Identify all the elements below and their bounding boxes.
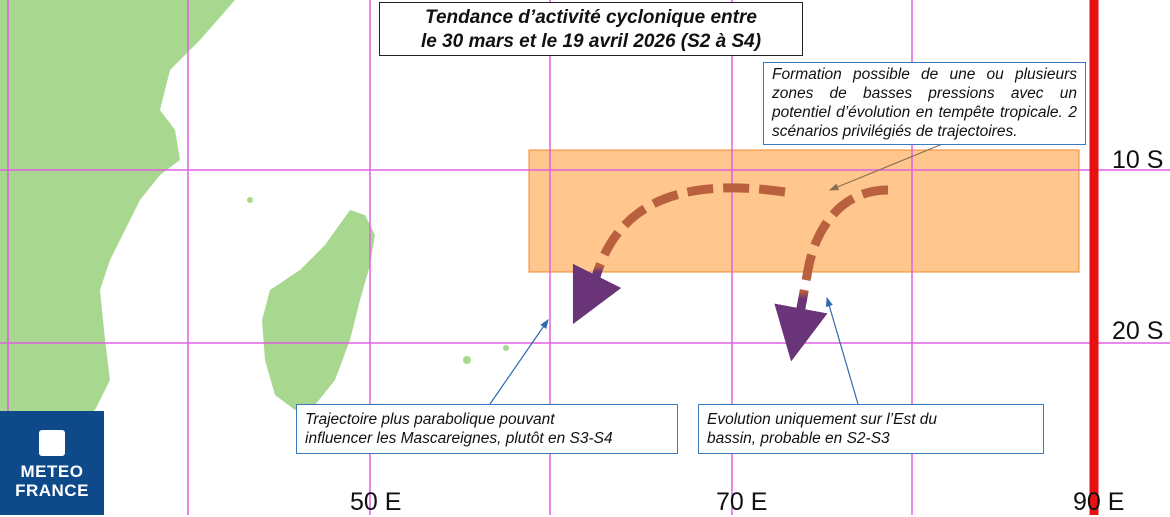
reunion	[463, 356, 471, 364]
lat-label-20s: 20 S	[1112, 317, 1164, 345]
track-parabolic	[572, 183, 786, 325]
logo-text: FRANCE	[15, 481, 89, 500]
pointer-formation	[828, 142, 946, 191]
note-line: Evolution uniquement sur l’Est du	[707, 411, 938, 428]
comoros	[247, 197, 253, 203]
madagascar	[262, 210, 375, 410]
logo-text: METEO	[20, 462, 84, 481]
title-line-2: le 30 mars et le 19 avril 2026 (S2 à S4)	[420, 31, 762, 52]
title-line-1: Tendance d’activité cyclonique entre	[425, 7, 757, 28]
map-title: Tendance d’activité cyclonique entre le …	[379, 2, 803, 56]
note-east: Evolution uniquement sur l’Est du bassin…	[698, 404, 1044, 454]
lat-label-10s: 10 S	[1112, 146, 1164, 174]
meteo-france-logo: METEO FRANCE	[0, 411, 104, 515]
note-formation: Formation possible de une ou plusieurs z…	[763, 62, 1086, 145]
logo-mark-icon	[39, 430, 65, 456]
note-parabolic: Trajectoire plus parabolique pouvant inf…	[296, 404, 678, 454]
lon-label-90e: 90 E	[1073, 488, 1125, 516]
pointer-parabolic	[489, 319, 549, 405]
formation-zone	[528, 149, 1080, 273]
note-line: bassin, probable en S2-S3	[707, 430, 890, 447]
mauritius	[503, 345, 509, 351]
note-line: Trajectoire plus parabolique pouvant	[305, 411, 555, 428]
track-east	[774, 185, 889, 362]
lon-label-50e: 50 E	[350, 488, 402, 516]
africa-landmass	[0, 0, 235, 430]
lon-label-70e: 70 E	[716, 488, 768, 516]
pointer-east	[825, 296, 859, 405]
land	[0, 0, 509, 430]
note-line: influencer les Mascareignes, plutôt en S…	[305, 430, 613, 447]
